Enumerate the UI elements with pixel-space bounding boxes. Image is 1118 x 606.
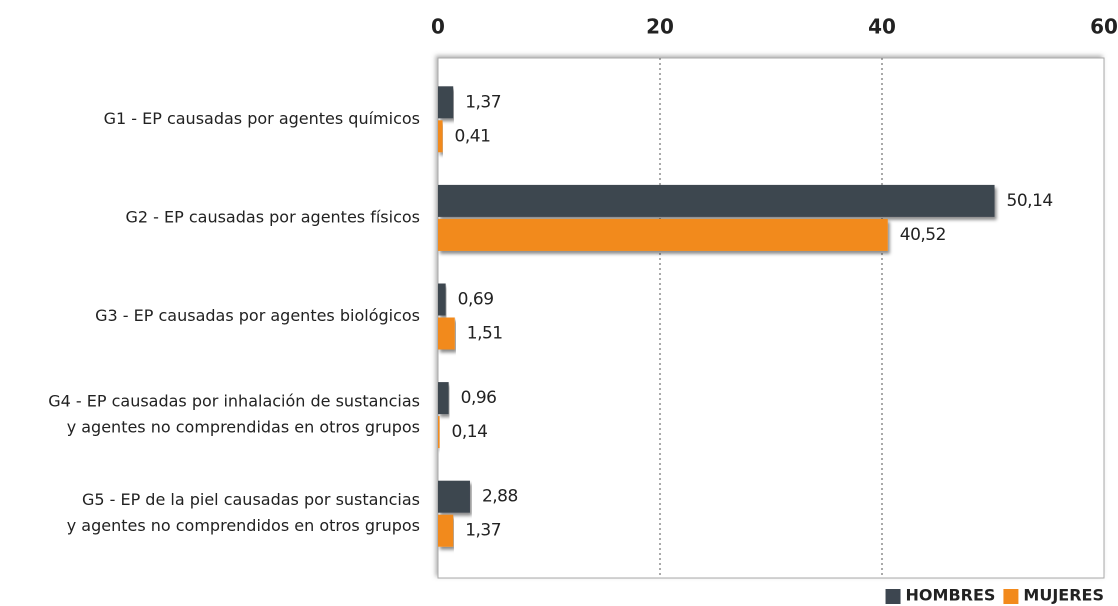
x-tick-label: 20 bbox=[646, 15, 674, 39]
value-label: 50,14 bbox=[1007, 191, 1053, 211]
bar bbox=[438, 317, 455, 350]
value-label: 0,41 bbox=[455, 126, 491, 146]
value-label: 2,88 bbox=[482, 487, 518, 507]
bar bbox=[438, 514, 454, 547]
value-label: 1,37 bbox=[465, 521, 501, 541]
x-tick-label: 0 bbox=[431, 15, 445, 39]
legend-swatch bbox=[885, 589, 901, 604]
legend-label: HOMBRES bbox=[906, 586, 996, 605]
category-label: y agentes no comprendidas en otros grupo… bbox=[67, 418, 420, 437]
plot-area bbox=[437, 57, 1105, 579]
bar bbox=[438, 480, 470, 513]
legend-label: MUJERES bbox=[1023, 586, 1104, 605]
value-label: 1,37 bbox=[465, 92, 501, 112]
value-label: 1,51 bbox=[467, 324, 503, 344]
bar bbox=[438, 184, 995, 217]
bar bbox=[438, 120, 443, 153]
category-label: G4 - EP causadas por inhalación de susta… bbox=[48, 392, 420, 411]
category-label: G1 - EP causadas por agentes químicos bbox=[104, 109, 420, 128]
x-tick-label: 40 bbox=[868, 15, 896, 39]
value-label: 40,52 bbox=[900, 225, 946, 245]
value-label: 0,69 bbox=[458, 290, 494, 310]
bar bbox=[438, 86, 454, 119]
x-tick-label: 60 bbox=[1090, 15, 1118, 39]
category-label: G3 - EP causadas por agentes biológicos bbox=[95, 306, 420, 325]
category-label: G5 - EP de la piel causadas por sustanci… bbox=[82, 490, 420, 509]
bar bbox=[438, 382, 449, 415]
value-label: 0,14 bbox=[452, 422, 488, 442]
bar bbox=[438, 218, 888, 251]
category-label: y agentes no comprendidos en otros grupo… bbox=[67, 516, 420, 535]
legend-swatch bbox=[1003, 589, 1019, 604]
bar bbox=[438, 416, 440, 449]
category-label: G2 - EP causadas por agentes físicos bbox=[125, 207, 420, 226]
value-label: 0,96 bbox=[461, 388, 497, 408]
bar bbox=[438, 283, 446, 316]
